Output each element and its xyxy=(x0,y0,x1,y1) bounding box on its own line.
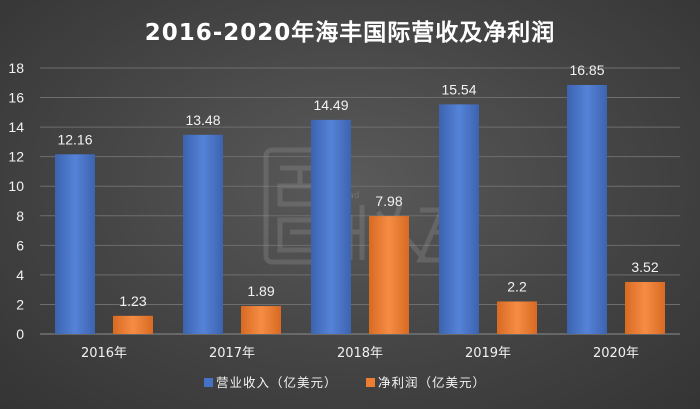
y-tick-label: 0 xyxy=(16,326,24,342)
bars xyxy=(55,84,665,335)
legend-label-revenue: 营业收入（亿美元） xyxy=(216,375,338,390)
data-label-net-profit: 2.2 xyxy=(507,278,527,294)
bar-revenue xyxy=(183,134,223,334)
bar-net-profit xyxy=(241,306,281,334)
y-tick-label: 14 xyxy=(8,119,24,135)
legend-label-net-profit: 净利润（亿美元） xyxy=(378,375,486,390)
bar-net-profit xyxy=(625,281,665,334)
y-tick-label: 4 xyxy=(16,267,24,283)
x-tick-label: 2016年 xyxy=(81,346,127,361)
data-label-revenue: 12.16 xyxy=(57,131,92,147)
bar-revenue xyxy=(567,84,607,334)
x-tick-label: 2020年 xyxy=(593,346,639,361)
y-tick-label: 18 xyxy=(8,60,24,76)
bar-net-profit xyxy=(497,301,537,334)
bar-net-profit xyxy=(369,216,409,334)
x-tick-label: 2018年 xyxy=(337,346,383,361)
y-tick-label: 6 xyxy=(16,237,24,253)
data-label-net-profit: 1.89 xyxy=(247,283,274,299)
data-label-revenue: 14.49 xyxy=(313,97,348,113)
bar-revenue xyxy=(439,104,479,334)
legend: 营业收入（亿美元） 净利润（亿美元） xyxy=(204,375,486,390)
data-labels: 12.16 1.23 13.48 1.89 14.49 7.98 15.54 2.2 16.85… xyxy=(57,62,658,309)
data-label-net-profit: 7.98 xyxy=(375,193,402,209)
y-tick-label: 16 xyxy=(8,90,24,106)
data-label-revenue: 16.85 xyxy=(569,62,604,78)
data-label-revenue: 15.54 xyxy=(441,81,476,97)
y-tick-label: 8 xyxy=(16,208,24,224)
legend-swatch-net-profit xyxy=(366,378,375,387)
legend-swatch-revenue xyxy=(204,378,213,387)
data-label-revenue: 13.48 xyxy=(185,112,220,128)
y-tick-label: 10 xyxy=(8,178,24,194)
bar-net-profit xyxy=(113,315,153,334)
data-label-net-profit: 1.23 xyxy=(119,293,146,309)
bar-revenue xyxy=(311,119,351,335)
x-axis-ticks: 2016年 2017年 2018年 2019年 2020年 xyxy=(81,346,639,361)
y-axis-ticks: 0 2 4 6 8 10 12 14 16 18 xyxy=(8,60,24,342)
data-label-net-profit: 3.52 xyxy=(631,259,658,275)
x-tick-label: 2017年 xyxy=(209,346,255,361)
y-tick-label: 12 xyxy=(8,149,24,165)
y-tick-label: 2 xyxy=(16,296,24,312)
y-gridlines xyxy=(40,67,680,335)
chart-title: 2016-2020年海丰国际营收及净利润 xyxy=(145,19,556,46)
x-tick-label: 2019年 xyxy=(465,346,511,361)
bar-revenue xyxy=(55,154,95,334)
